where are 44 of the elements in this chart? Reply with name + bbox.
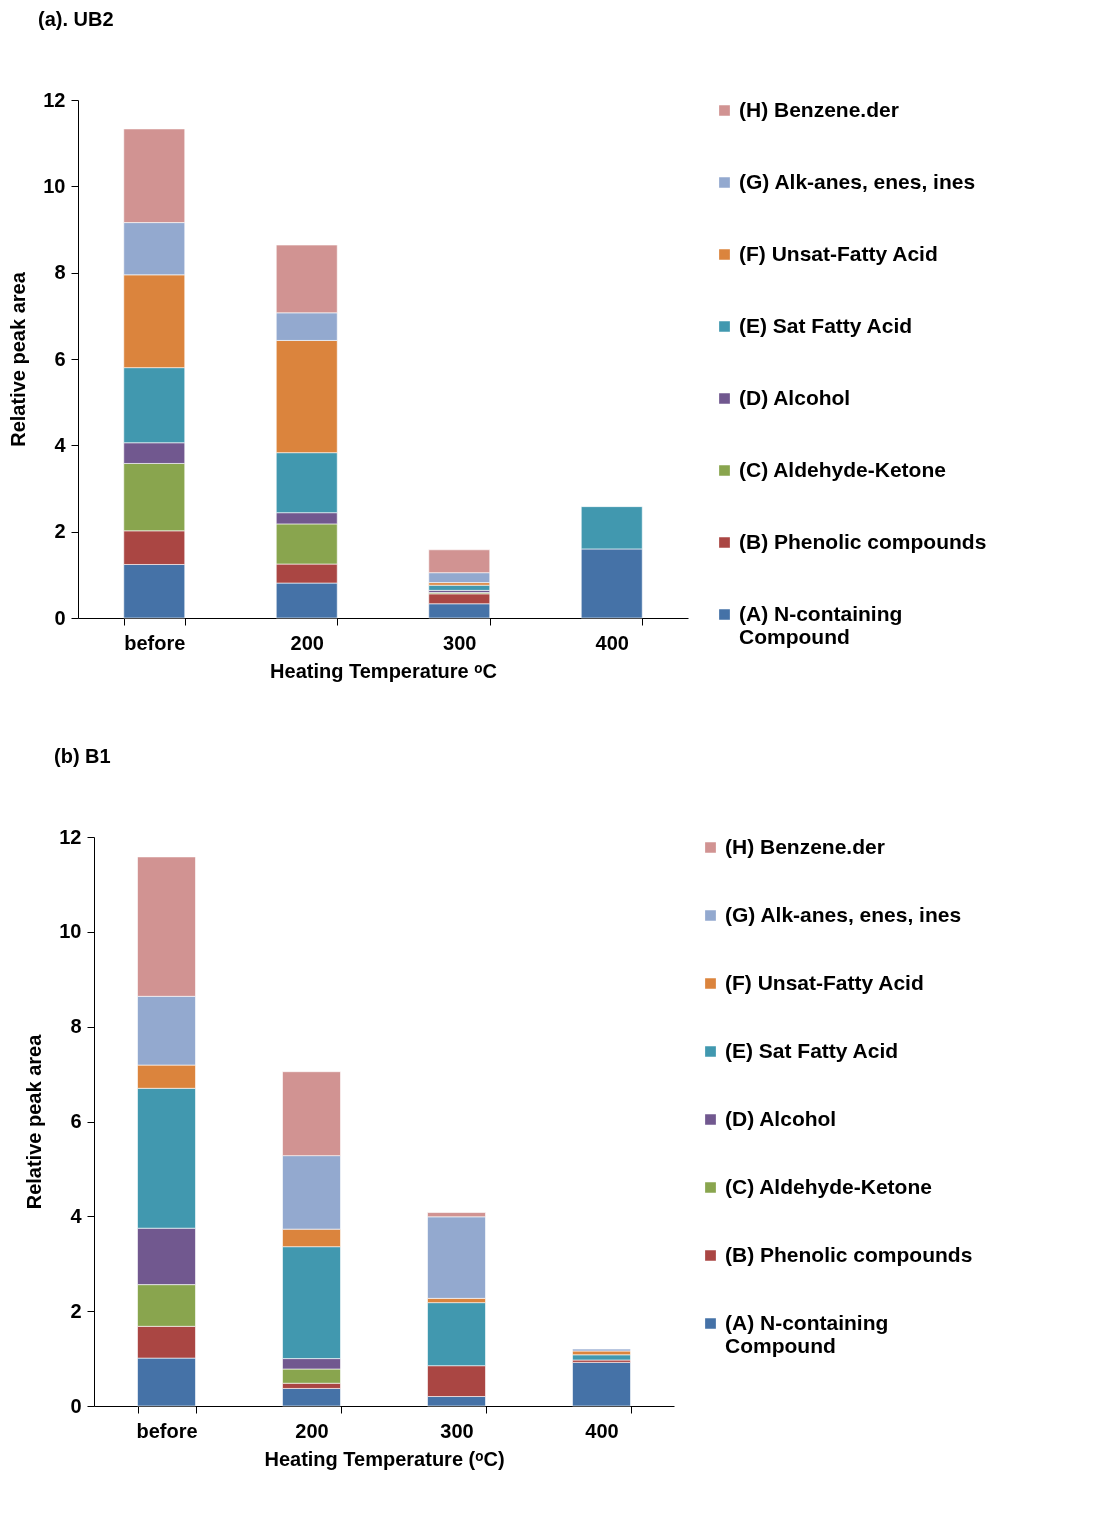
y-axis-title: Relative peak area [23,1033,46,1210]
legend-label: (G) Alk-anes, enes, ines [725,902,962,926]
x-axis-title: Heating Temperature ᵒC [270,659,497,682]
legend-label: (E) Sat Fatty Acid [739,313,913,337]
legend-label: (H) Benzene.der [739,97,899,121]
x-tick-label: before [124,631,186,654]
y-axis-title: Relative peak area [7,271,30,447]
y-tick-label: 0 [54,606,66,629]
x-tick-label: 300 [440,1419,474,1442]
y-tick-label: 2 [54,520,66,543]
legend-label: (C) Aldehyde-Ketone [739,457,946,481]
y-tick-label: 8 [70,1015,82,1038]
legend-label: (G) Alk-anes, enes, ines [739,169,976,193]
legend-label: (D) Alcohol [725,1106,837,1130]
y-tick-label: 6 [70,1110,82,1132]
y-tick-label: 6 [54,347,66,370]
legend-label: (B) Phenolic compounds [725,1242,973,1266]
y-tick-label: 12 [43,88,66,111]
legend-label: (E) Sat Fatty Acid [725,1038,899,1062]
legend-label: (F) Unsat-Fatty Acid [725,970,924,994]
legend-label: (A) N-containing Compound [739,601,903,648]
y-tick-label: 0 [70,1394,82,1417]
y-tick-label: 10 [43,174,66,197]
legend-label: (H) Benzene.der [725,834,885,858]
chart-title: (b) B1 [54,745,111,767]
chart-title: (a). UB2 [38,8,114,30]
x-tick-label: 200 [290,631,324,654]
x-tick-label: before [136,1419,198,1442]
x-tick-label: 200 [295,1419,329,1442]
y-tick-label: 8 [54,261,66,284]
legend-label: (F) Unsat-Fatty Acid [739,241,938,265]
legend-label: (B) Phenolic compounds [739,529,987,553]
y-tick-label: 4 [70,1204,83,1227]
y-tick-label: 2 [70,1299,82,1322]
x-tick-label: 400 [595,631,629,654]
legend-label: (C) Aldehyde-Ketone [725,1174,932,1198]
x-axis-title: Heating Temperature (ᵒC) [264,1447,505,1470]
y-tick-label: 12 [59,825,82,848]
x-tick-label: 400 [585,1419,619,1442]
legend-label: (A) N-containing Compound [725,1310,889,1357]
y-tick-label: 4 [54,433,67,456]
legend-label: (D) Alcohol [739,385,851,409]
x-tick-label: 300 [443,631,477,654]
y-tick-label: 10 [59,920,82,943]
